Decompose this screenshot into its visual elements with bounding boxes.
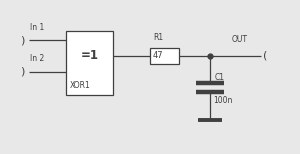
Text: In 1: In 1 [30, 23, 44, 32]
Text: C1: C1 [214, 73, 224, 81]
Text: In 2: In 2 [30, 54, 44, 63]
Text: XOR1: XOR1 [70, 81, 90, 90]
Text: 47: 47 [153, 51, 164, 60]
Text: (: ( [263, 51, 268, 61]
Text: =1: =1 [80, 49, 98, 62]
Text: R1: R1 [153, 33, 163, 42]
Text: 100n: 100n [214, 96, 233, 105]
Text: OUT: OUT [232, 35, 248, 44]
Text: ): ) [20, 35, 25, 45]
Bar [66, 31, 112, 95]
Text: ): ) [20, 67, 25, 77]
Bar [150, 48, 178, 64]
